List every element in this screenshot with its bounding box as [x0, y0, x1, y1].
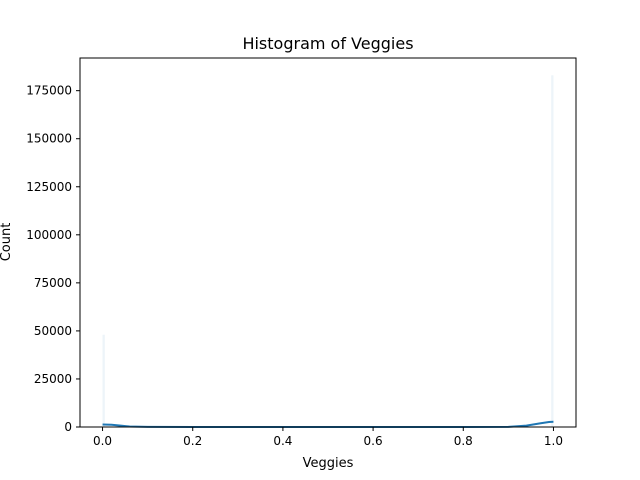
x-tick-label: 0.8 — [454, 434, 473, 448]
y-tick-label: 25000 — [34, 372, 72, 386]
y-tick-label: 175000 — [26, 84, 72, 98]
x-tick-label: 0.2 — [183, 434, 202, 448]
x-axis: 0.0 0.2 0.4 0.6 0.8 1.0 — [93, 427, 563, 448]
x-axis-label: Veggies — [303, 456, 354, 471]
y-tick-label: 125000 — [26, 180, 72, 194]
y-tick-label: 75000 — [34, 276, 72, 290]
x-tick-label: 1.0 — [544, 434, 563, 448]
chart-title: Histogram of Veggies — [242, 34, 413, 53]
y-tick-label: 150000 — [26, 132, 72, 146]
y-tick-label: 50000 — [34, 324, 72, 338]
histogram-bar — [551, 75, 554, 427]
y-axis: 0 25000 50000 75000 100000 125000 150000 175000 — [26, 84, 80, 434]
x-tick-label: 0.4 — [273, 434, 292, 448]
histogram-bar — [102, 334, 105, 427]
y-tick-label: 100000 — [26, 228, 72, 242]
y-axis-label: Count — [0, 223, 14, 262]
plot-frame — [79, 57, 577, 428]
x-tick-label: 0.6 — [364, 434, 383, 448]
bars-layer — [102, 75, 554, 427]
x-tick-label: 0.0 — [93, 434, 112, 448]
y-tick-label: 0 — [64, 420, 72, 434]
